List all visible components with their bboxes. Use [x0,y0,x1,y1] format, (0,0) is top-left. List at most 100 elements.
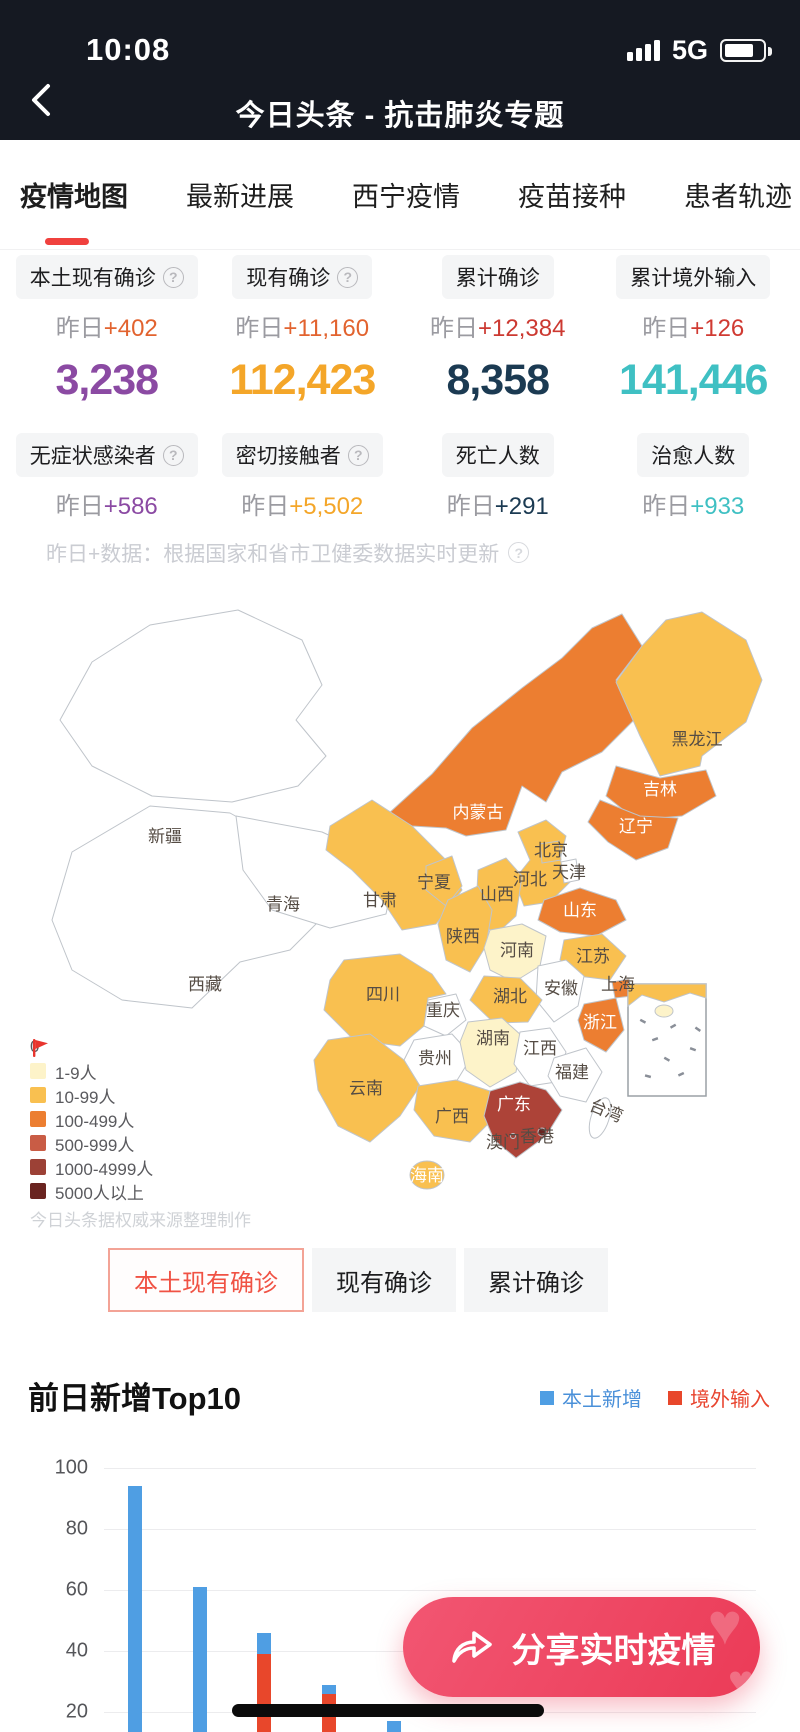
province-shape-macau[interactable] [510,1133,516,1139]
province-label-山东: 山东 [563,901,597,920]
page-title: 今日头条 - 抗击肺炎专题 [235,100,565,132]
province-label-吉林: 吉林 [643,780,677,799]
delta-value: +5,502 [289,493,364,520]
province-label-江苏: 江苏 [576,947,610,966]
filter-button-本土现有确诊[interactable]: 本土现有确诊 [108,1248,304,1312]
province-shape-shaanxi[interactable] [437,885,493,973]
legend-swatch [30,1063,46,1079]
chart-legend: 本土新增 境外输入 [540,1383,770,1418]
bar-rank-5[interactable] [387,1721,401,1732]
province-shape-jilin[interactable] [605,765,717,821]
tab-最新进展[interactable]: 最新进展 [186,140,294,249]
stat-top-delta: 昨日+12,384 [430,308,565,343]
filter-button-现有确诊[interactable]: 现有确诊 [312,1248,456,1312]
status-icons: 5G [626,35,772,66]
province-label-内蒙古: 内蒙古 [453,803,504,822]
province-shape-hainan[interactable] [409,1160,445,1190]
section-title: 前日新增Top10 [28,1381,241,1416]
legend-swatch [30,1087,46,1103]
help-icon[interactable]: ? [508,542,530,563]
province-shape-chongqing[interactable] [423,993,467,1037]
status-bar: 10:08 5G [0,0,800,86]
tab-bar: 疫情地图 最新进展 西宁疫情 疫苗接种 患者轨迹 [0,140,800,250]
gridline [104,1590,756,1591]
province-label-重庆: 重庆 [426,1001,460,1020]
delta-value: +12,384 [478,315,566,342]
province-shape-gansu[interactable] [325,799,463,931]
stat-bottom-label: 死亡人数 [441,433,554,477]
delta-prefix: 昨日 [55,315,104,342]
tab-label: 最新进展 [186,182,294,212]
chart-legend-label: 境外输入 [690,1389,770,1411]
province-shape-shandong[interactable] [537,887,627,937]
province-label-广东: 广东 [497,1095,531,1114]
stat-label: 累计确诊 [455,267,540,290]
legend-label: 5000人以上 [55,1183,144,1203]
province-label-山西: 山西 [480,885,514,904]
province-shape-fujian[interactable] [547,1047,603,1103]
chart-legend-swatch [540,1390,554,1405]
stat-label: 无症状感染者 [29,445,156,468]
province-label-湖北: 湖北 [493,987,527,1006]
bar-rank-1[interactable] [128,1486,142,1732]
province-label-甘肃: 甘肃 [363,891,397,910]
province-shape-jiangsu[interactable] [559,933,627,981]
tab-疫情地图[interactable]: 疫情地图 [20,140,128,249]
province-label-新疆: 新疆 [148,827,182,846]
home-indicator[interactable] [232,1704,544,1717]
province-shape-beijing[interactable] [539,840,562,864]
help-icon[interactable]: ? [162,266,184,288]
bar-rank-2[interactable] [192,1586,207,1732]
province-shape-yunnan[interactable] [313,1033,421,1143]
stat-bottom-delta: 昨日+291 [447,486,549,521]
province-shape-xinjiang[interactable] [59,609,327,803]
nav-bar: 今日头条 - 抗击肺炎专题 [0,84,800,140]
province-shape-hunan[interactable] [459,1017,523,1088]
province-shape-guangdong[interactable] [483,1081,563,1159]
province-shape-hongkong[interactable] [537,1127,547,1137]
stat-bottom-delta: 昨日+586 [56,486,158,521]
back-icon[interactable] [28,80,54,120]
stat-label: 死亡人数 [455,445,540,468]
province-shape-henan[interactable] [483,923,547,983]
province-shape-zhejiang[interactable] [577,997,625,1053]
stat-label: 本土现有确诊 [29,267,156,290]
province-shape-ningxia[interactable] [425,855,463,907]
heart-icon: ♥ [727,1657,754,1697]
province-shape-taiwan[interactable] [585,1095,615,1141]
y-axis-tick: 80 [65,1517,88,1540]
help-icon[interactable]: ? [162,444,184,466]
filter-button-累计确诊[interactable]: 累计确诊 [464,1248,608,1312]
bar-rank-3[interactable] [257,1632,271,1732]
tab-label: 疫苗接种 [518,182,626,212]
province-shape-guangxi[interactable] [413,1079,497,1143]
province-shape-tianjin[interactable] [560,858,580,884]
delta-prefix: 昨日 [642,493,691,520]
signal-strength-icon [626,39,660,61]
tab-患者轨迹[interactable]: 患者轨迹 [684,140,792,249]
stat-label: 累计境外输入 [630,267,757,290]
province-label-贵州: 贵州 [418,1049,452,1068]
province-label-澳门: 澳门 [486,1133,520,1152]
tab-疫苗接种[interactable]: 疫苗接种 [518,140,626,249]
legend-item: 10-99人 [30,1086,153,1107]
province-shape-heilongjiang[interactable] [615,611,763,777]
tab-label: 患者轨迹 [684,182,792,212]
tab-label: 疫情地图 [20,182,128,212]
help-icon[interactable]: ? [337,266,359,288]
clock: 10:08 [86,32,171,67]
stat-value: 141,446 [619,355,768,404]
province-label-浙江: 浙江 [583,1013,617,1032]
tab-西宁疫情[interactable]: 西宁疫情 [352,140,460,249]
province-label-陕西: 陕西 [446,927,480,946]
help-icon[interactable]: ? [347,444,369,466]
province-shape-liaoning[interactable] [587,799,679,861]
share-button[interactable]: 分享实时疫情 ♥ ♥ [403,1597,760,1697]
province-shape-hubei[interactable] [469,975,543,1024]
province-label-江西: 江西 [523,1039,557,1058]
province-label-福建: 福建 [555,1063,589,1082]
province-label-青海: 青海 [266,895,300,914]
delta-value: +586 [103,493,158,520]
epidemic-map-section: 新疆 西藏 青海 甘肃 宁夏 内蒙古 黑龙江 吉林 辽宁 北京 天津 河北 山西 山东 陕西 河南 江苏 上海 安徽… [0,570,800,1230]
